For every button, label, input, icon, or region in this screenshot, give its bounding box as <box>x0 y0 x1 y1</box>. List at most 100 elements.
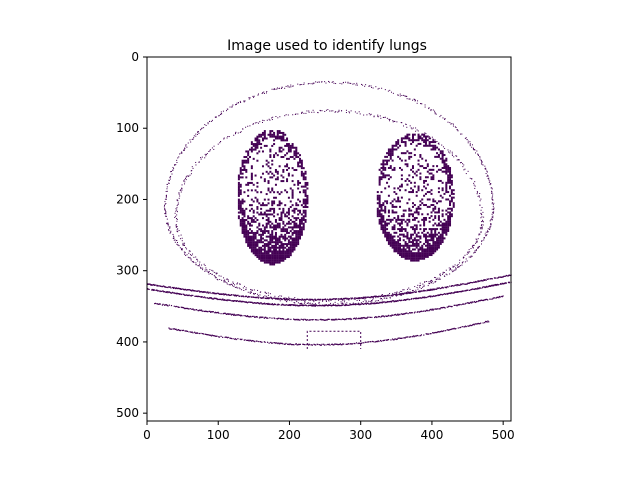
right-lung-pixel <box>447 226 450 229</box>
body-inner-outline-pixel <box>185 179 187 181</box>
body-inner-outline-pixel <box>183 180 185 182</box>
body-outline-pixel <box>312 303 314 305</box>
table-line-4-pixel <box>275 342 277 344</box>
left-lung-pixel <box>293 211 296 214</box>
left-lung-pixel <box>271 263 274 266</box>
table-line-1-pixel <box>162 285 164 287</box>
right-lung-pixel <box>449 174 452 177</box>
right-lung-pixel <box>423 218 426 221</box>
body-inner-outline-pixel <box>480 231 482 233</box>
right-lung-pixel <box>443 170 446 173</box>
right-lung-pixel <box>386 161 389 164</box>
left-lung-pixel <box>278 256 281 259</box>
right-lung-pixel <box>380 204 383 207</box>
body-outline-pixel <box>492 217 494 219</box>
left-lung-pixel <box>291 196 294 199</box>
body-inner-outline-pixel <box>443 272 445 274</box>
left-lung-pixel <box>269 243 272 246</box>
right-lung-pixel <box>423 224 426 227</box>
left-lung-pixel <box>300 163 303 166</box>
right-lung-pixel <box>397 235 400 238</box>
body-inner-outline-pixel <box>201 156 203 158</box>
right-lung-pixel <box>421 252 424 255</box>
left-lung-pixel <box>243 228 246 231</box>
left-lung-pixel <box>280 235 283 238</box>
body-outline-pixel <box>332 303 334 305</box>
left-lung-pixel <box>261 241 264 244</box>
table-line-3-pixel <box>334 318 337 320</box>
left-lung-pixel <box>271 176 274 179</box>
left-lung-pixel <box>254 246 257 249</box>
body-inner-outline-pixel <box>481 226 483 228</box>
body-outline-pixel <box>276 87 278 89</box>
right-lung-pixel <box>406 218 409 221</box>
table-line-4-pixel <box>276 342 278 344</box>
body-inner-outline-pixel <box>384 116 386 118</box>
left-lung-pixel <box>261 233 264 236</box>
right-lung-pixel <box>408 155 411 158</box>
body-outline-pixel <box>492 211 494 213</box>
body-inner-outline-pixel <box>356 112 358 114</box>
table-line-3-pixel <box>364 317 367 319</box>
table-line-2-pixel <box>288 304 291 306</box>
table-line-3-pixel <box>365 317 367 319</box>
left-lung-pixel <box>256 230 259 233</box>
right-lung-pixel <box>411 244 414 247</box>
right-lung-pixel <box>399 233 402 236</box>
table-line-3-pixel <box>170 304 173 307</box>
body-outline-pixel <box>252 95 254 97</box>
body-inner-outline-pixel <box>436 277 438 279</box>
body-inner-outline-pixel <box>183 179 185 181</box>
table-line-2-pixel <box>286 304 288 306</box>
right-lung-pixel <box>449 207 452 210</box>
body-inner-outline-pixel <box>208 271 210 273</box>
right-lung-pixel <box>430 204 433 207</box>
left-lung-pixel <box>269 257 272 260</box>
left-lung-pixel <box>293 150 296 153</box>
body-inner-outline-pixel <box>472 247 474 249</box>
table-line-2-pixel <box>181 293 183 295</box>
table-line-3-pixel <box>377 316 379 318</box>
table-line-4-pixel <box>321 343 323 345</box>
table-line-2-pixel <box>430 295 432 297</box>
table-line-4-pixel <box>286 343 289 345</box>
left-lung-pixel <box>267 252 270 255</box>
left-lung-pixel <box>287 222 290 225</box>
table-line-3-pixel <box>156 303 159 305</box>
table-line-2-pixel <box>213 298 215 300</box>
table-line-3-pixel <box>226 313 228 315</box>
body-inner-outline-pixel <box>380 117 382 119</box>
right-lung-pixel <box>399 252 402 255</box>
left-lung-pixel <box>282 252 285 255</box>
table-line-4-pixel <box>186 330 189 333</box>
right-lung-pixel <box>415 211 418 214</box>
left-lung-pixel <box>302 224 305 227</box>
right-lung-pixel <box>389 218 392 221</box>
left-lung-pixel <box>280 211 283 214</box>
right-lung-pixel <box>404 235 407 238</box>
body-outline-pixel <box>238 102 240 104</box>
left-lung-pixel <box>256 207 259 210</box>
body-inner-outline-pixel <box>340 301 342 303</box>
right-lung-pixel <box>443 237 446 240</box>
left-lung <box>237 130 309 266</box>
table-line-4-pixel <box>305 344 307 346</box>
left-lung-pixel <box>258 222 261 225</box>
body-outline-pixel <box>484 233 486 235</box>
body-outline-pixel <box>461 264 463 266</box>
left-lung-pixel <box>299 226 302 229</box>
table-line-3-pixel <box>186 307 189 310</box>
left-lung-pixel <box>269 235 272 238</box>
left-lung-pixel <box>302 215 305 218</box>
left-lung-pixel <box>258 257 261 260</box>
body-inner-outline-pixel <box>464 254 466 256</box>
body-inner-outline-pixel <box>478 195 480 197</box>
body-outline-pixel <box>357 302 359 304</box>
right-lung-pixel <box>376 202 379 205</box>
body-outline-pixel <box>424 106 426 108</box>
right-lung-pixel <box>399 200 402 203</box>
right-lung-pixel <box>400 226 403 229</box>
body-inner-outline-pixel <box>471 178 473 180</box>
body-outline-pixel <box>208 273 210 275</box>
body-inner-outline-pixel <box>198 161 200 163</box>
